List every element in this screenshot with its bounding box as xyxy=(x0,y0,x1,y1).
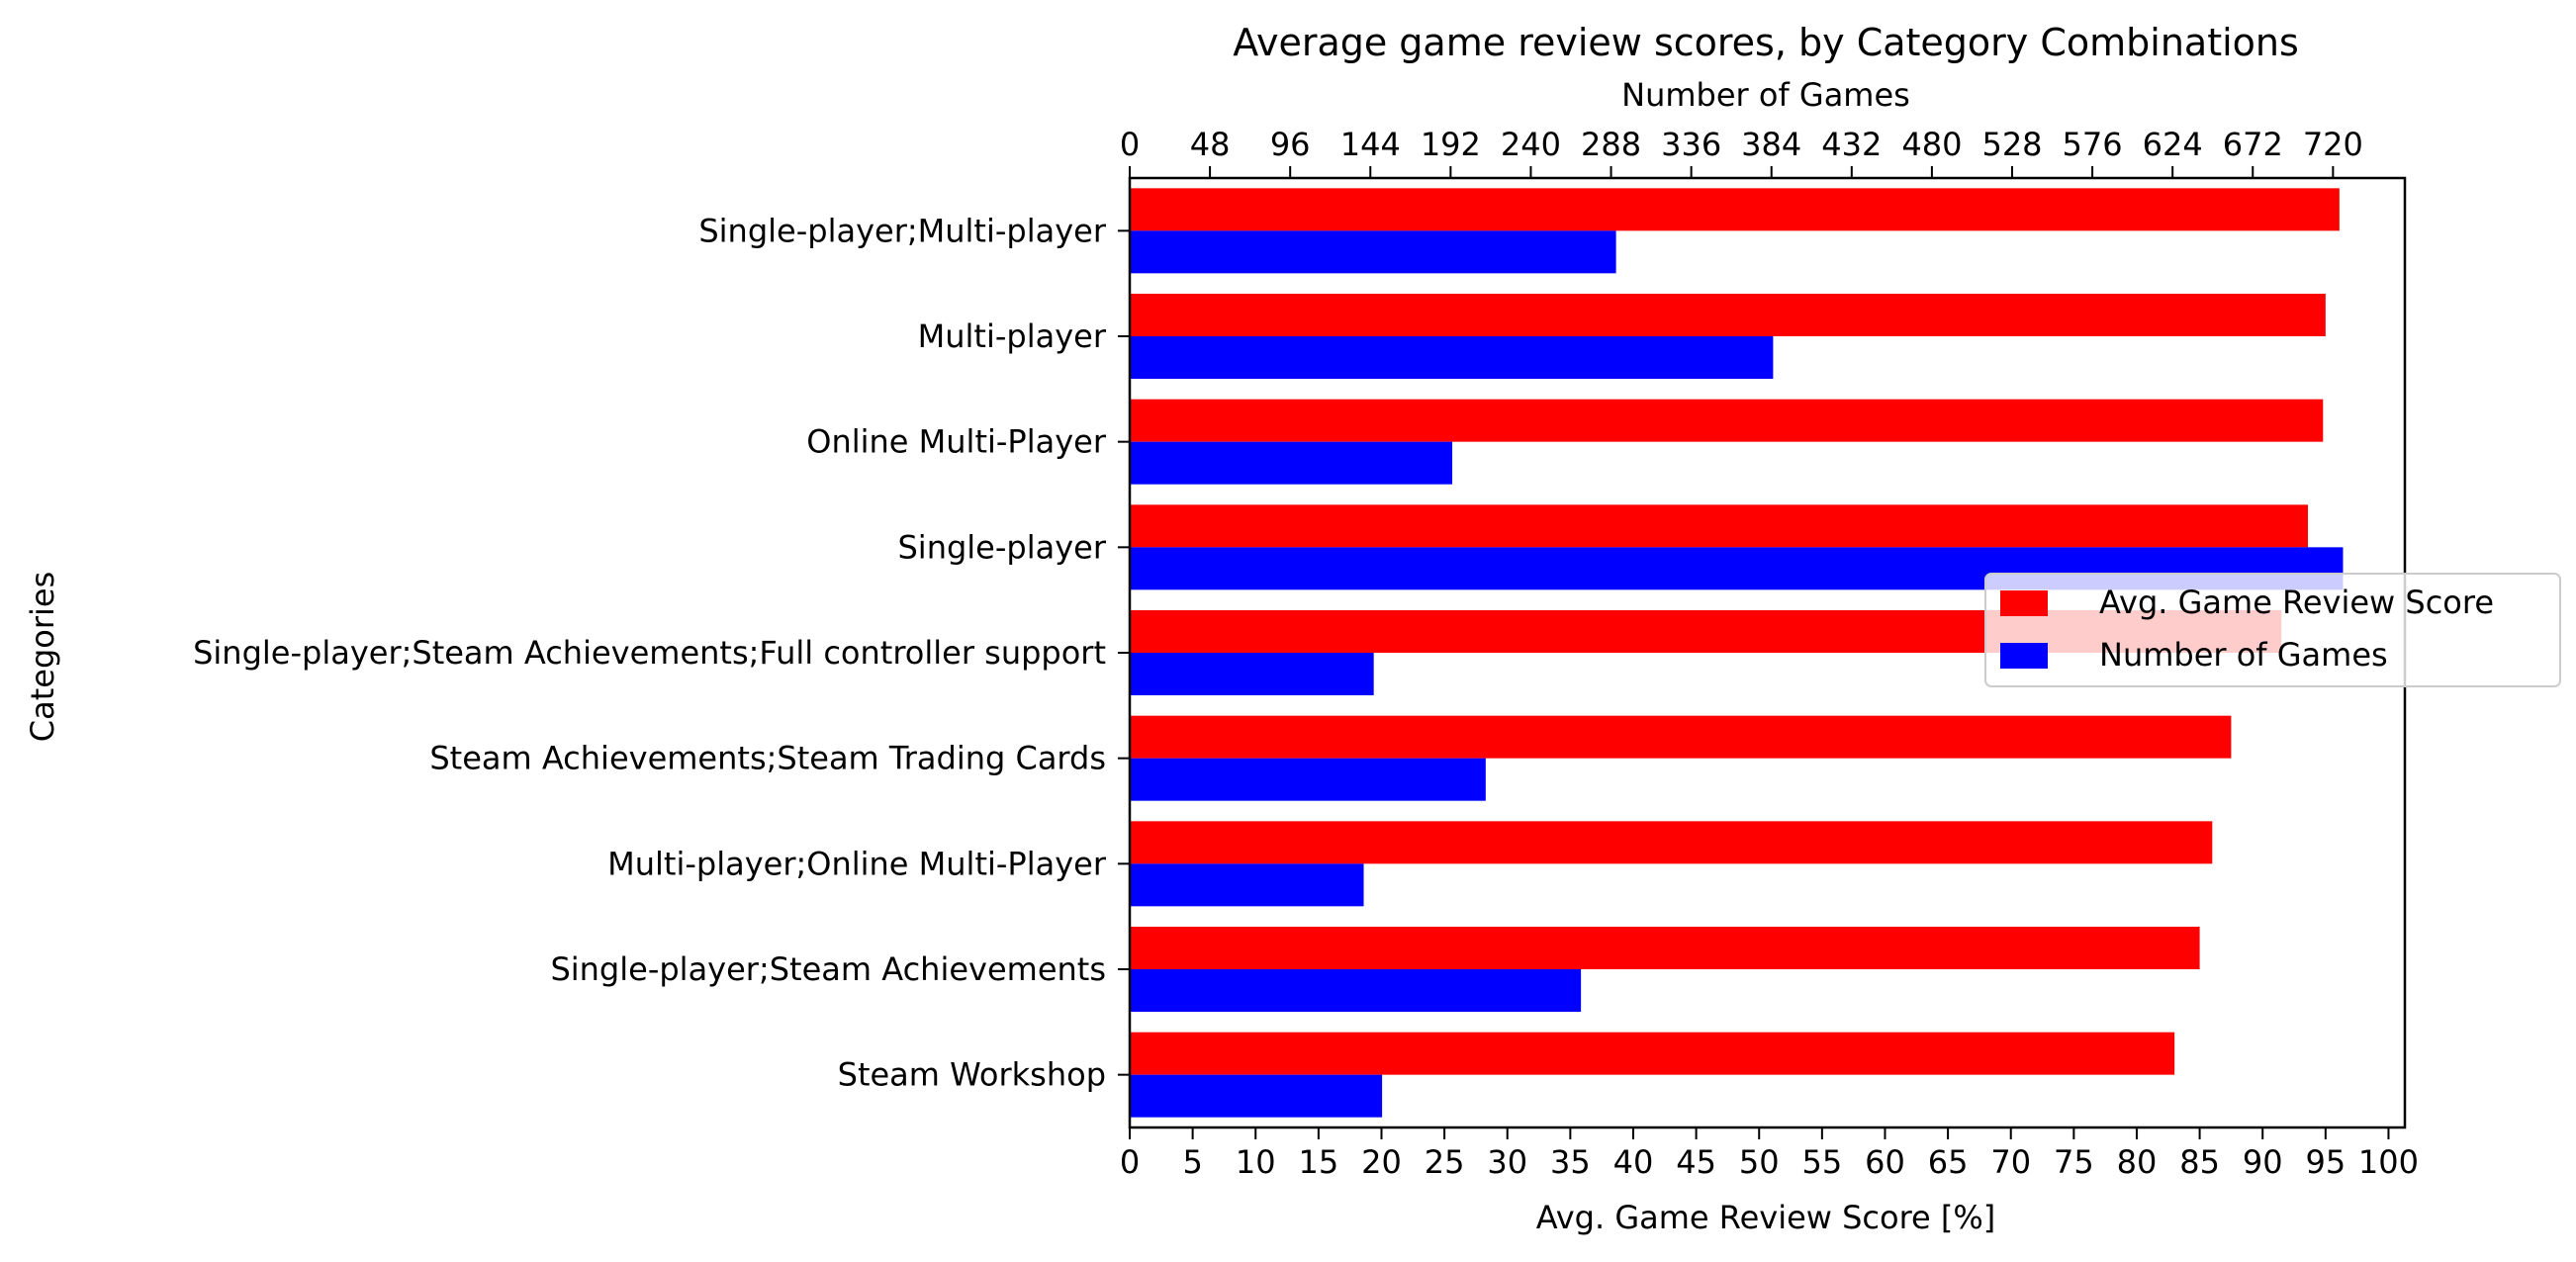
x-tick-label-bottom: 0 xyxy=(1120,1143,1140,1181)
x-tick-label-bottom: 95 xyxy=(2305,1143,2346,1181)
x-tick-label-top: 672 xyxy=(2223,126,2283,163)
y-tick-label: Multi-player;Online Multi-Player xyxy=(607,845,1107,882)
y-axis-label: Categories xyxy=(24,572,61,742)
y-tick-labels: Single-player;Multi-player Multi-player On… xyxy=(193,212,1130,1094)
y-tick-label: Multi-player xyxy=(918,317,1107,355)
x-tick-label-bottom: 85 xyxy=(2179,1143,2220,1181)
x-tick-label-top: 240 xyxy=(1501,126,1561,163)
x-tick-label-bottom: 35 xyxy=(1550,1143,1591,1181)
y-tick-label: Single-player;Steam Achievements xyxy=(550,950,1106,988)
x-tick-label-top: 480 xyxy=(1901,126,1962,163)
y-tick-label: Single-player;Steam Achievements;Full co… xyxy=(193,634,1106,672)
x-tick-label-bottom: 55 xyxy=(1801,1143,1842,1181)
bar-number-of-games xyxy=(1130,758,1486,801)
y-tick-label: Steam Workshop xyxy=(838,1056,1106,1094)
x-tick-label-top: 336 xyxy=(1661,126,1721,163)
y-tick-label: Online Multi-Player xyxy=(806,423,1107,461)
x-tick-label-top: 384 xyxy=(1741,126,1801,163)
x-tick-label-bottom: 90 xyxy=(2243,1143,2283,1181)
x-tick-label-top: 96 xyxy=(1270,126,1311,163)
bottom-axis-label: Avg. Game Review Score [%] xyxy=(1536,1199,1996,1236)
x-tick-label-bottom: 45 xyxy=(1676,1143,1716,1181)
x-tick-label-top: 0 xyxy=(1120,126,1140,163)
x-tick-label-top: 288 xyxy=(1581,126,1641,163)
x-tick-label-bottom: 80 xyxy=(2117,1143,2158,1181)
x-tick-label-top: 192 xyxy=(1421,126,1481,163)
legend-swatch-number-of-games xyxy=(2000,643,2048,669)
bar-review-score xyxy=(1130,1032,2175,1075)
x-tick-label-bottom: 70 xyxy=(1990,1143,2031,1181)
y-tick-label: Single-player;Multi-player xyxy=(698,212,1107,249)
x-tick-label-bottom: 50 xyxy=(1739,1143,1780,1181)
bar-number-of-games xyxy=(1130,653,1374,695)
x-tick-label-bottom: 5 xyxy=(1182,1143,1202,1181)
legend-swatch-review-score xyxy=(2000,590,2048,616)
bar-number-of-games xyxy=(1130,1074,1383,1118)
x-tick-label-top: 144 xyxy=(1340,126,1401,163)
bar-review-score xyxy=(1130,294,2326,336)
bar-review-score xyxy=(1130,715,2232,759)
x-tick-label-top: 576 xyxy=(2063,126,2123,163)
x-tick-label-bottom: 25 xyxy=(1425,1143,1465,1181)
x-tick-label-bottom: 100 xyxy=(2358,1143,2419,1181)
x-tick-label-bottom: 75 xyxy=(2054,1143,2094,1181)
bar-number-of-games xyxy=(1130,969,1582,1012)
bar-number-of-games xyxy=(1130,863,1364,907)
bar-number-of-games xyxy=(1130,441,1453,485)
legend-box xyxy=(1984,573,2561,687)
x-tick-label-bottom: 15 xyxy=(1299,1143,1339,1181)
x-tick-label-bottom: 65 xyxy=(1928,1143,1969,1181)
x-tick-label-top: 720 xyxy=(2303,126,2363,163)
x-tick-label-top: 48 xyxy=(1190,126,1231,163)
x-tick-label-top: 432 xyxy=(1821,126,1882,163)
legend: Avg. Game Review Score Number of Games xyxy=(1984,573,2561,687)
top-axis-ticks: 0 48 96 144 192 240 288 336 384 432 480 528 576 624 67… xyxy=(1120,126,2363,178)
legend-label-review-score: Avg. Game Review Score xyxy=(2099,584,2494,621)
bottom-axis-ticks: 0 5 10 15 20 25 30 35 40 45 50 55 60 65 70 75 80 85 90 95 10… xyxy=(1120,1127,2419,1181)
x-tick-label-top: 528 xyxy=(1981,126,2042,163)
x-tick-label-top: 624 xyxy=(2143,126,2203,163)
x-tick-label-bottom: 60 xyxy=(1865,1143,1905,1181)
bar-review-score xyxy=(1130,504,2309,548)
legend-label-number-of-games: Number of Games xyxy=(2099,636,2388,674)
y-tick-label: Single-player xyxy=(897,528,1106,566)
bar-review-score xyxy=(1130,821,2213,864)
bars-layer xyxy=(1130,188,2344,1118)
bar-review-score xyxy=(1130,927,2200,969)
bar-number-of-games xyxy=(1130,230,1616,274)
bar-review-score xyxy=(1130,399,2324,442)
y-tick-label: Steam Achievements;Steam Trading Cards xyxy=(429,740,1106,777)
x-tick-label-bottom: 30 xyxy=(1487,1143,1527,1181)
chart-title: Average game review scores, by Category … xyxy=(1233,21,2299,64)
x-tick-label-bottom: 40 xyxy=(1613,1143,1654,1181)
bar-number-of-games xyxy=(1130,336,1774,379)
x-tick-label-bottom: 10 xyxy=(1236,1143,1276,1181)
x-tick-label-bottom: 20 xyxy=(1361,1143,1402,1181)
bar-review-score xyxy=(1130,188,2340,231)
top-axis-label: Number of Games xyxy=(1621,76,1910,114)
